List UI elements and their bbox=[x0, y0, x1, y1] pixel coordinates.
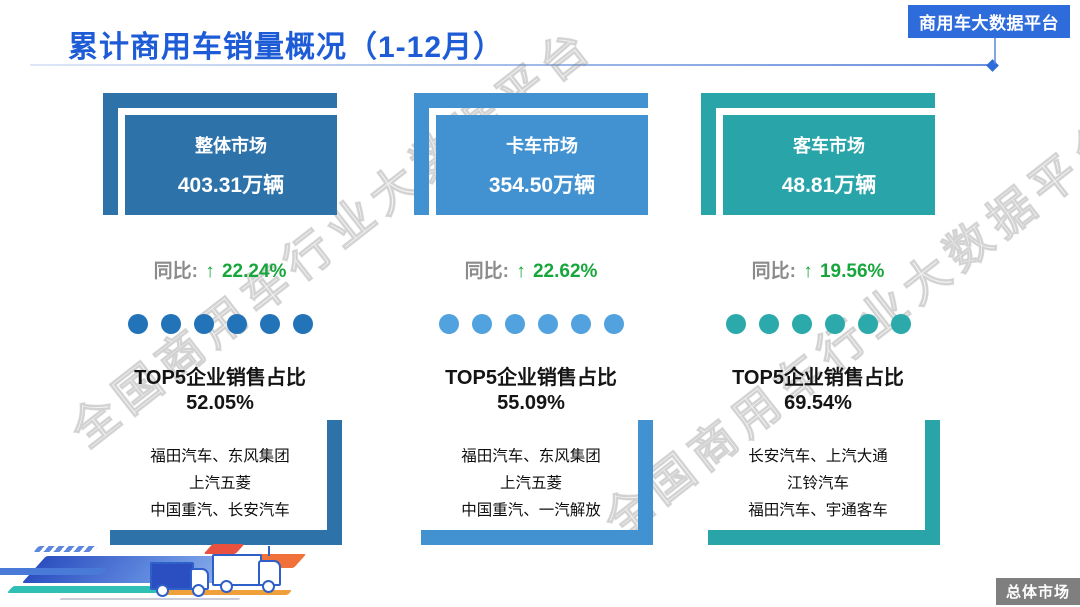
dot-icon bbox=[758, 314, 779, 334]
frame-right-band bbox=[327, 420, 342, 545]
header-box: 客车市场 48.81万辆 bbox=[723, 115, 935, 215]
frame-bottom-band bbox=[110, 530, 342, 545]
company-line: 上汽五菱 bbox=[188, 475, 251, 492]
top5-title: TOP5企业销售占比 bbox=[732, 367, 904, 389]
trucks-graphic bbox=[0, 540, 310, 605]
yoy-row: 同比: ↑ 19.56% bbox=[701, 256, 935, 283]
market-volume: 403.31万辆 bbox=[177, 173, 285, 197]
top5-block: TOP5企业销售占比 69.54% bbox=[701, 366, 935, 416]
company-line: 中国重汽、一汽解放 bbox=[461, 502, 601, 519]
dot-icon bbox=[193, 314, 214, 334]
dot-icon bbox=[259, 314, 280, 334]
dot-icon bbox=[127, 314, 148, 334]
page-title: 累计商用车销量概况（1-12月） bbox=[68, 31, 505, 64]
dot-icon bbox=[570, 314, 591, 334]
market-name: 客车市场 bbox=[793, 135, 865, 156]
frame-top-band bbox=[414, 93, 648, 108]
market-volume: 354.50万辆 bbox=[488, 173, 596, 197]
dot-icon bbox=[226, 314, 247, 334]
header-box: 整体市场 403.31万辆 bbox=[125, 115, 337, 215]
yoy-label: 同比: bbox=[153, 261, 198, 282]
badge-connector-line bbox=[994, 38, 996, 64]
speed-streak bbox=[0, 568, 108, 575]
frame-left-band bbox=[103, 93, 118, 215]
dot-icon bbox=[603, 314, 624, 334]
dot-icon bbox=[890, 314, 911, 334]
company-line: 上汽五菱 bbox=[499, 475, 562, 492]
dot-icon bbox=[791, 314, 812, 334]
footer-badge: 总体市场 bbox=[996, 578, 1080, 605]
top5-block: TOP5企业销售占比 52.05% bbox=[103, 366, 337, 416]
company-line: 福田汽车、东风集团 bbox=[461, 448, 601, 465]
top5-block: TOP5企业销售占比 55.09% bbox=[414, 366, 648, 416]
frame-bottom-band bbox=[421, 530, 653, 545]
top5-companies: 长安汽车、上汽大通 江铃汽车 福田汽车、宇通客车 bbox=[701, 443, 935, 524]
frame-right-band bbox=[925, 420, 940, 545]
company-line: 福田汽车、东风集团 bbox=[150, 448, 290, 465]
frame-top-band bbox=[701, 93, 935, 108]
frame-bottom-band bbox=[708, 530, 940, 545]
top5-title: TOP5企业销售占比 bbox=[134, 367, 306, 389]
dot-icon bbox=[160, 314, 181, 334]
dot-icon bbox=[725, 314, 746, 334]
top5-companies: 福田汽车、东风集团 上汽五菱 中国重汽、长安汽车 bbox=[103, 443, 337, 524]
top5-share: 52.05% bbox=[186, 392, 254, 414]
yoy-value: 22.24% bbox=[221, 261, 287, 282]
frame-top-band bbox=[103, 93, 337, 108]
dot-icon bbox=[471, 314, 492, 334]
header-box: 卡车市场 354.50万辆 bbox=[436, 115, 648, 215]
market-volume: 48.81万辆 bbox=[781, 173, 877, 197]
yoy-label: 同比: bbox=[751, 261, 796, 282]
yoy-row: 同比: ↑ 22.62% bbox=[414, 256, 648, 283]
frame-left-band bbox=[701, 93, 716, 215]
frame-right-band bbox=[638, 420, 653, 545]
title-underline bbox=[30, 64, 993, 66]
market-card-truck: 卡车市场 354.50万辆 同比: ↑ 22.62% TOP5企业销售占比 55… bbox=[414, 93, 653, 545]
card-header: 卡车市场 354.50万辆 bbox=[414, 93, 648, 215]
dot-icon bbox=[292, 314, 313, 334]
company-line: 中国重汽、长安汽车 bbox=[150, 502, 290, 519]
market-name: 整体市场 bbox=[195, 135, 267, 156]
up-arrow-icon: ↑ bbox=[516, 261, 526, 282]
company-line: 福田汽车、宇通客车 bbox=[748, 502, 888, 519]
card-header: 整体市场 403.31万辆 bbox=[103, 93, 337, 215]
market-name: 卡车市场 bbox=[506, 135, 578, 156]
dots-row bbox=[701, 314, 935, 334]
up-arrow-icon: ↑ bbox=[205, 261, 215, 282]
top5-companies: 福田汽车、东风集团 上汽五菱 中国重汽、一汽解放 bbox=[414, 443, 648, 524]
dot-icon bbox=[857, 314, 878, 334]
yoy-label: 同比: bbox=[464, 261, 509, 282]
dot-icon bbox=[504, 314, 525, 334]
speed-streak bbox=[33, 546, 99, 552]
dot-icon bbox=[824, 314, 845, 334]
company-line: 长安汽车、上汽大通 bbox=[748, 448, 888, 465]
speed-streak bbox=[203, 544, 245, 554]
yoy-value: 22.62% bbox=[532, 261, 598, 282]
dots-row bbox=[103, 314, 337, 334]
market-card-overall: 整体市场 403.31万辆 同比: ↑ 22.24% TOP5企业销售占比 52… bbox=[103, 93, 342, 545]
top5-share: 55.09% bbox=[497, 392, 565, 414]
yoy-value: 19.56% bbox=[819, 261, 885, 282]
market-card-bus: 客车市场 48.81万辆 同比: ↑ 19.56% TOP5企业销售占比 69.… bbox=[701, 93, 940, 545]
card-header: 客车市场 48.81万辆 bbox=[701, 93, 935, 215]
dot-icon bbox=[537, 314, 558, 334]
up-arrow-icon: ↑ bbox=[803, 261, 813, 282]
yoy-row: 同比: ↑ 22.24% bbox=[103, 256, 337, 283]
speed-streak bbox=[59, 598, 241, 600]
top5-title: TOP5企业销售占比 bbox=[445, 367, 617, 389]
top5-share: 69.54% bbox=[784, 392, 852, 414]
dot-icon bbox=[438, 314, 459, 334]
diamond-marker-icon bbox=[986, 59, 999, 72]
frame-left-band bbox=[414, 93, 429, 215]
dots-row bbox=[414, 314, 648, 334]
company-line: 江铃汽车 bbox=[786, 475, 849, 492]
platform-badge: 商用车大数据平台 bbox=[908, 5, 1070, 38]
speed-streak bbox=[6, 586, 164, 593]
